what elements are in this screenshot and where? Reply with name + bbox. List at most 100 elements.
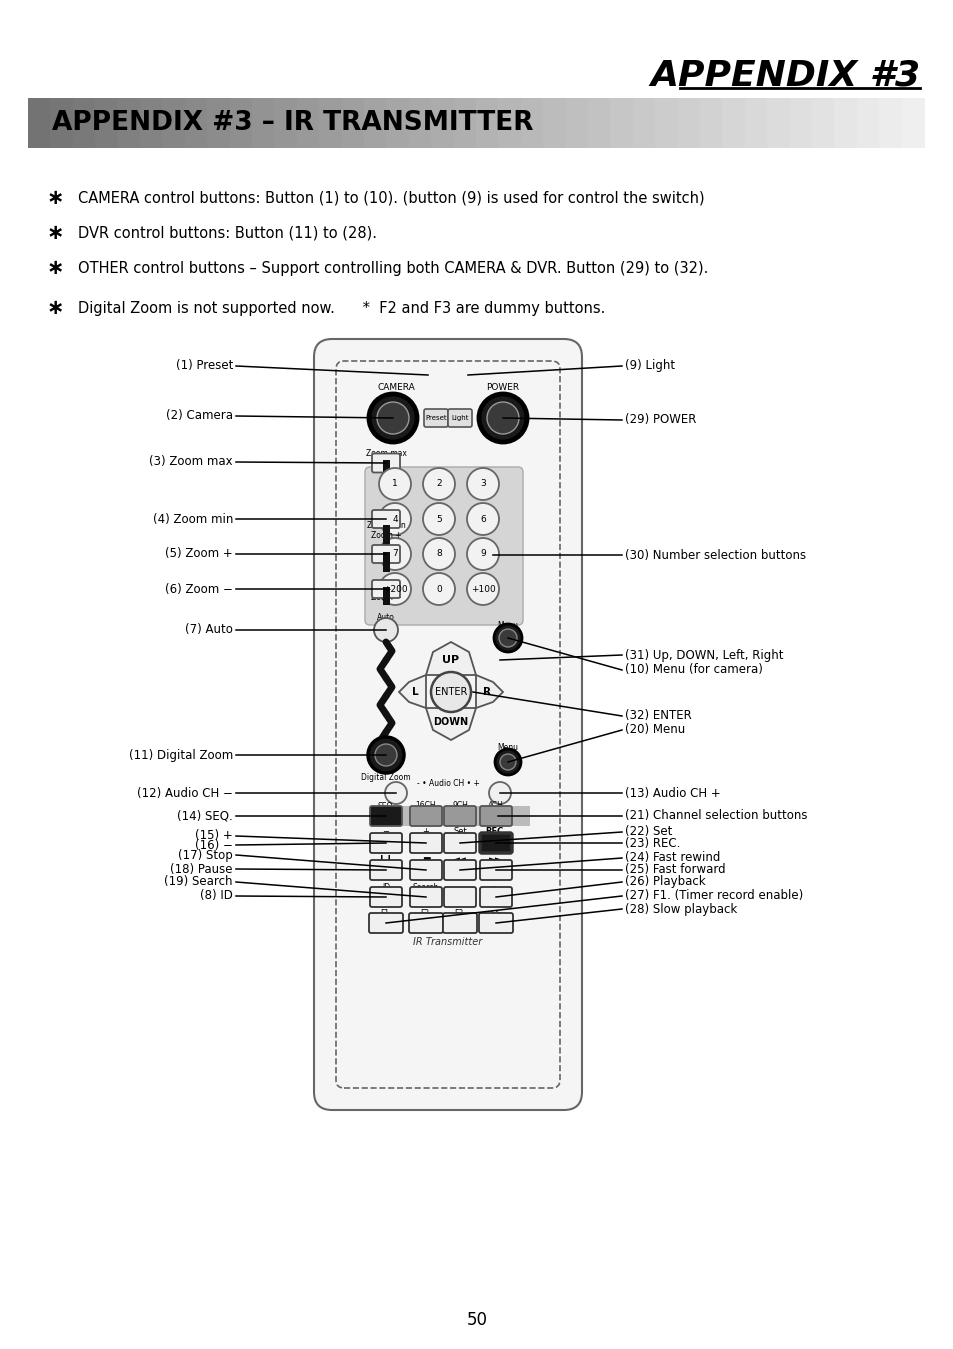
Bar: [421, 898, 430, 907]
Text: OTHER control buttons – Support controlling both CAMERA & DVR. Button (29) to (3: OTHER control buttons – Support controll…: [78, 260, 708, 275]
Text: (3) Zoom max: (3) Zoom max: [150, 456, 233, 468]
Text: (9) Light: (9) Light: [624, 359, 675, 372]
Text: +100: +100: [470, 584, 495, 594]
Circle shape: [478, 394, 526, 442]
FancyBboxPatch shape: [372, 453, 399, 472]
Text: CAMERA: CAMERA: [376, 383, 415, 393]
Bar: [789, 98, 812, 148]
Text: Zoom −: Zoom −: [371, 594, 401, 603]
Polygon shape: [476, 674, 502, 708]
FancyBboxPatch shape: [479, 832, 512, 853]
Text: (20) Menu: (20) Menu: [624, 723, 684, 737]
Bar: [390, 414, 395, 432]
Text: (30) Number selection buttons: (30) Number selection buttons: [624, 549, 805, 561]
Bar: [117, 98, 141, 148]
Bar: [497, 98, 521, 148]
Text: +200: +200: [382, 584, 407, 594]
Text: F2.: F2.: [420, 908, 432, 917]
Bar: [492, 898, 499, 907]
Circle shape: [486, 402, 518, 434]
Text: (11) Digital Zoom: (11) Digital Zoom: [129, 749, 233, 761]
Text: (13) Audio CH +: (13) Audio CH +: [624, 786, 720, 800]
FancyBboxPatch shape: [372, 545, 399, 563]
Text: (21) Channel selection buttons: (21) Channel selection buttons: [624, 809, 806, 823]
Text: 16CH: 16CH: [416, 801, 436, 811]
Circle shape: [378, 468, 411, 500]
Bar: [492, 871, 499, 880]
Bar: [421, 925, 430, 934]
Text: 4: 4: [392, 514, 397, 523]
FancyBboxPatch shape: [443, 888, 476, 907]
FancyBboxPatch shape: [365, 467, 522, 625]
Circle shape: [467, 538, 498, 571]
Bar: [162, 98, 186, 148]
Bar: [476, 98, 498, 148]
Circle shape: [467, 503, 498, 536]
Bar: [834, 98, 857, 148]
Bar: [421, 844, 430, 853]
Text: (15) +: (15) +: [195, 830, 233, 843]
Bar: [230, 98, 253, 148]
FancyBboxPatch shape: [478, 913, 513, 934]
FancyBboxPatch shape: [370, 832, 401, 853]
Text: UP: UP: [442, 656, 459, 665]
Text: ENTER: ENTER: [435, 687, 467, 697]
Text: Light: Light: [451, 415, 468, 421]
Circle shape: [498, 629, 517, 648]
Circle shape: [499, 754, 516, 770]
Text: Zoom max: Zoom max: [365, 448, 406, 457]
Circle shape: [431, 672, 471, 712]
Text: 0: 0: [436, 584, 441, 594]
Text: 4CH: 4CH: [488, 801, 503, 811]
FancyBboxPatch shape: [442, 913, 476, 934]
Bar: [744, 98, 767, 148]
Text: (28) Slow playback: (28) Slow playback: [624, 902, 737, 916]
Text: Preset: Preset: [425, 415, 446, 421]
Bar: [386, 98, 410, 148]
Bar: [381, 925, 390, 934]
FancyBboxPatch shape: [409, 913, 442, 934]
Text: REC.: REC.: [485, 827, 506, 836]
Text: Menu: Menu: [497, 621, 518, 630]
Text: - • Audio CH • +: - • Audio CH • +: [416, 778, 479, 788]
Text: (5) Zoom +: (5) Zoom +: [165, 548, 233, 560]
Text: 8: 8: [436, 549, 441, 558]
Bar: [95, 98, 118, 148]
Text: (31) Up, DOWN, Left, Right: (31) Up, DOWN, Left, Right: [624, 649, 782, 661]
FancyBboxPatch shape: [314, 339, 581, 1110]
Text: (12) Audio CH −: (12) Audio CH −: [137, 786, 233, 800]
Text: L: L: [412, 687, 417, 697]
Bar: [453, 98, 476, 148]
Text: (16) −: (16) −: [195, 839, 233, 851]
Text: (17) Stop: (17) Stop: [178, 849, 233, 862]
FancyBboxPatch shape: [423, 409, 448, 428]
Text: 3: 3: [479, 479, 485, 488]
Text: Set: Set: [453, 827, 466, 836]
Text: ❙❙: ❙❙: [378, 855, 393, 865]
Bar: [207, 98, 231, 148]
Circle shape: [374, 618, 397, 642]
Text: ∗: ∗: [46, 223, 64, 243]
Text: 5: 5: [436, 514, 441, 523]
Circle shape: [467, 573, 498, 604]
Text: Menu: Menu: [497, 743, 518, 753]
Text: 2: 2: [436, 479, 441, 488]
Text: DVR control buttons: Button (11) to (28).: DVR control buttons: Button (11) to (28)…: [78, 225, 376, 240]
Text: ■: ■: [421, 855, 430, 865]
Text: 9: 9: [479, 549, 485, 558]
FancyBboxPatch shape: [479, 861, 512, 880]
Circle shape: [422, 538, 455, 571]
Text: (7) Auto: (7) Auto: [185, 623, 233, 637]
Text: 6: 6: [479, 514, 485, 523]
Bar: [381, 898, 390, 907]
Text: Search: Search: [413, 882, 438, 892]
Text: (14) SEQ.: (14) SEQ.: [177, 809, 233, 823]
Text: >>: >>: [489, 908, 501, 917]
Text: (6) Zoom −: (6) Zoom −: [165, 583, 233, 595]
Bar: [382, 525, 390, 545]
Text: POWER: POWER: [486, 383, 519, 393]
Bar: [28, 98, 51, 148]
FancyBboxPatch shape: [370, 805, 401, 826]
Text: (32) ENTER: (32) ENTER: [624, 710, 691, 723]
Circle shape: [385, 782, 407, 804]
